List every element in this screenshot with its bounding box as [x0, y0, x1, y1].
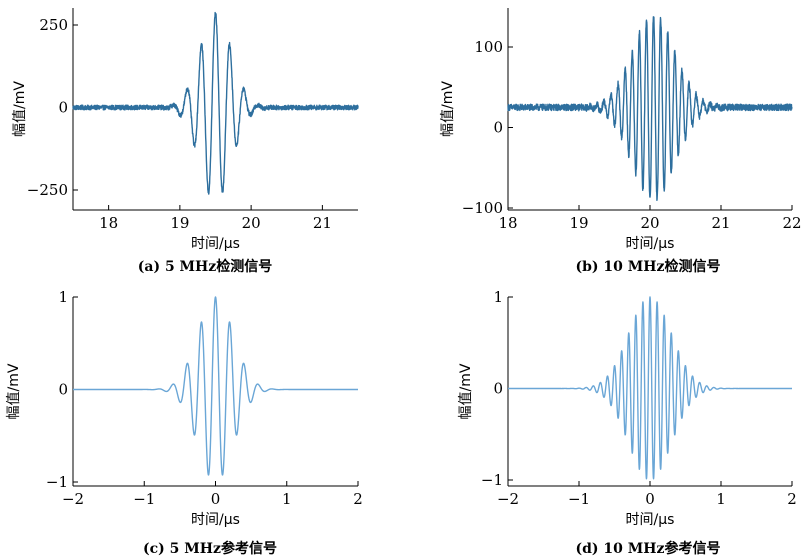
chart-caption: (b) 10 MHz检测信号 [576, 258, 721, 275]
y-axis-label: 幅值/mV [12, 81, 28, 137]
x-tick-label: 21 [313, 214, 332, 232]
x-tick-label: 18 [498, 214, 517, 232]
y-tick-label: 250 [39, 16, 68, 34]
y-tick-label: −1 [46, 473, 68, 491]
y-axis-label: 幅值/mV [440, 81, 456, 137]
x-tick-label: 19 [170, 214, 189, 232]
y-tick-label: 0 [58, 381, 68, 399]
y-tick-label: 1 [58, 288, 68, 306]
y-tick-label: 0 [58, 99, 68, 117]
signal-waveform-line [507, 16, 793, 201]
x-tick-label: 0 [645, 490, 655, 508]
x-tick-label: 1 [282, 490, 292, 508]
x-tick-label: 1 [716, 490, 726, 508]
y-tick-label: 100 [474, 38, 503, 56]
chart-caption: (a) 5 MHz检测信号 [138, 258, 272, 275]
y-axis-label: 幅值/mV [6, 363, 22, 419]
x-tick-label: −2 [497, 490, 519, 508]
y-tick-label: 0 [493, 380, 503, 398]
x-axis-label: 时间/μs [191, 512, 240, 528]
x-axis-label: 时间/μs [626, 236, 675, 252]
x-tick-label: 21 [711, 214, 730, 232]
x-axis-label: 时间/μs [626, 512, 675, 528]
y-tick-label: 1 [493, 288, 503, 306]
x-tick-label: 22 [782, 214, 801, 232]
y-tick-label: −250 [27, 181, 68, 199]
chart-caption: (d) 10 MHz参考信号 [576, 540, 721, 557]
y-tick-label: −1 [481, 471, 503, 489]
x-tick-label: 2 [353, 490, 363, 508]
chart-caption: (c) 5 MHz参考信号 [143, 540, 277, 557]
x-tick-label: 18 [99, 214, 118, 232]
x-tick-label: 0 [211, 490, 221, 508]
chart-panel-0: 18 19 20 21 250 0 −250 时间/μs 幅值/mV (a) 5 MHz检测信号 [12, 8, 359, 275]
x-tick-label: 2 [787, 490, 797, 508]
y-tick-label: −100 [462, 199, 503, 217]
x-tick-label: 20 [242, 214, 261, 232]
signal-waveform-line [72, 11, 359, 195]
x-tick-label: −2 [62, 490, 84, 508]
x-tick-label: −1 [133, 490, 155, 508]
x-tick-label: 19 [569, 214, 588, 232]
y-tick-label: 0 [493, 119, 503, 137]
chart-panel-1: 18 19 20 21 22 100 0 −100 时间/μs 幅值/mV (b) 10 MHz检测… [440, 8, 802, 275]
signal-waveform-line [507, 296, 793, 480]
x-axis-label: 时间/μs [191, 236, 240, 252]
signal-waveform-line [72, 296, 359, 476]
y-axis-label: 幅值/mV [458, 363, 474, 419]
x-tick-label: −1 [568, 490, 590, 508]
x-tick-label: 20 [640, 214, 659, 232]
